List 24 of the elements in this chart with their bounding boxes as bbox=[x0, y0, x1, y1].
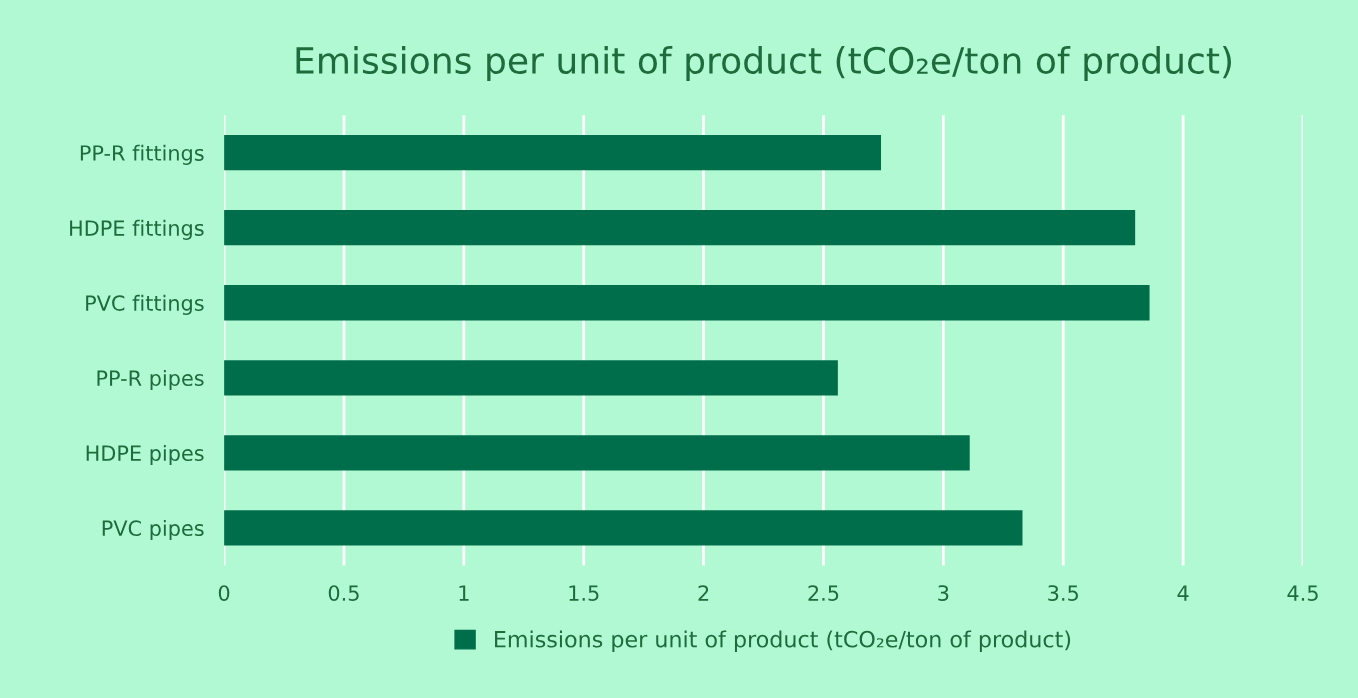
y-tick-label: PP-R fittings bbox=[80, 144, 204, 165]
chart-title: Emissions per unit of product (tCO₂e/ton of product) bbox=[296, 46, 1231, 82]
y-tick-label: PVC fittings bbox=[86, 294, 204, 316]
bar bbox=[224, 510, 1023, 546]
bar bbox=[224, 435, 970, 471]
x-tick-label: 0.5 bbox=[328, 585, 359, 601]
x-tick-label: 1.5 bbox=[569, 585, 599, 601]
bar bbox=[224, 285, 1150, 321]
bar bbox=[224, 210, 1136, 246]
x-tick-label: 3 bbox=[938, 585, 949, 601]
x-tick-label: 2 bbox=[698, 585, 709, 601]
y-tick-label: PP-R pipes bbox=[97, 369, 204, 391]
x-tick-label: 1 bbox=[459, 585, 469, 601]
y-tick-label: HDPE pipes bbox=[86, 444, 204, 466]
bar bbox=[224, 135, 882, 171]
y-tick-label: HDPE fittings bbox=[70, 219, 204, 240]
y-tick-label: PVC pipes bbox=[102, 519, 204, 541]
x-tick-label: 4.5 bbox=[1287, 585, 1318, 601]
legend-label: Emissions per unit of product (tCO₂e/ton of product) bbox=[495, 630, 1071, 652]
x-tick-label: 2.5 bbox=[808, 585, 839, 601]
x-tick-label: 4 bbox=[1177, 585, 1189, 601]
x-tick-label: 0 bbox=[218, 585, 230, 601]
x-tick-label: 3.5 bbox=[1048, 585, 1078, 601]
bar bbox=[224, 360, 838, 396]
